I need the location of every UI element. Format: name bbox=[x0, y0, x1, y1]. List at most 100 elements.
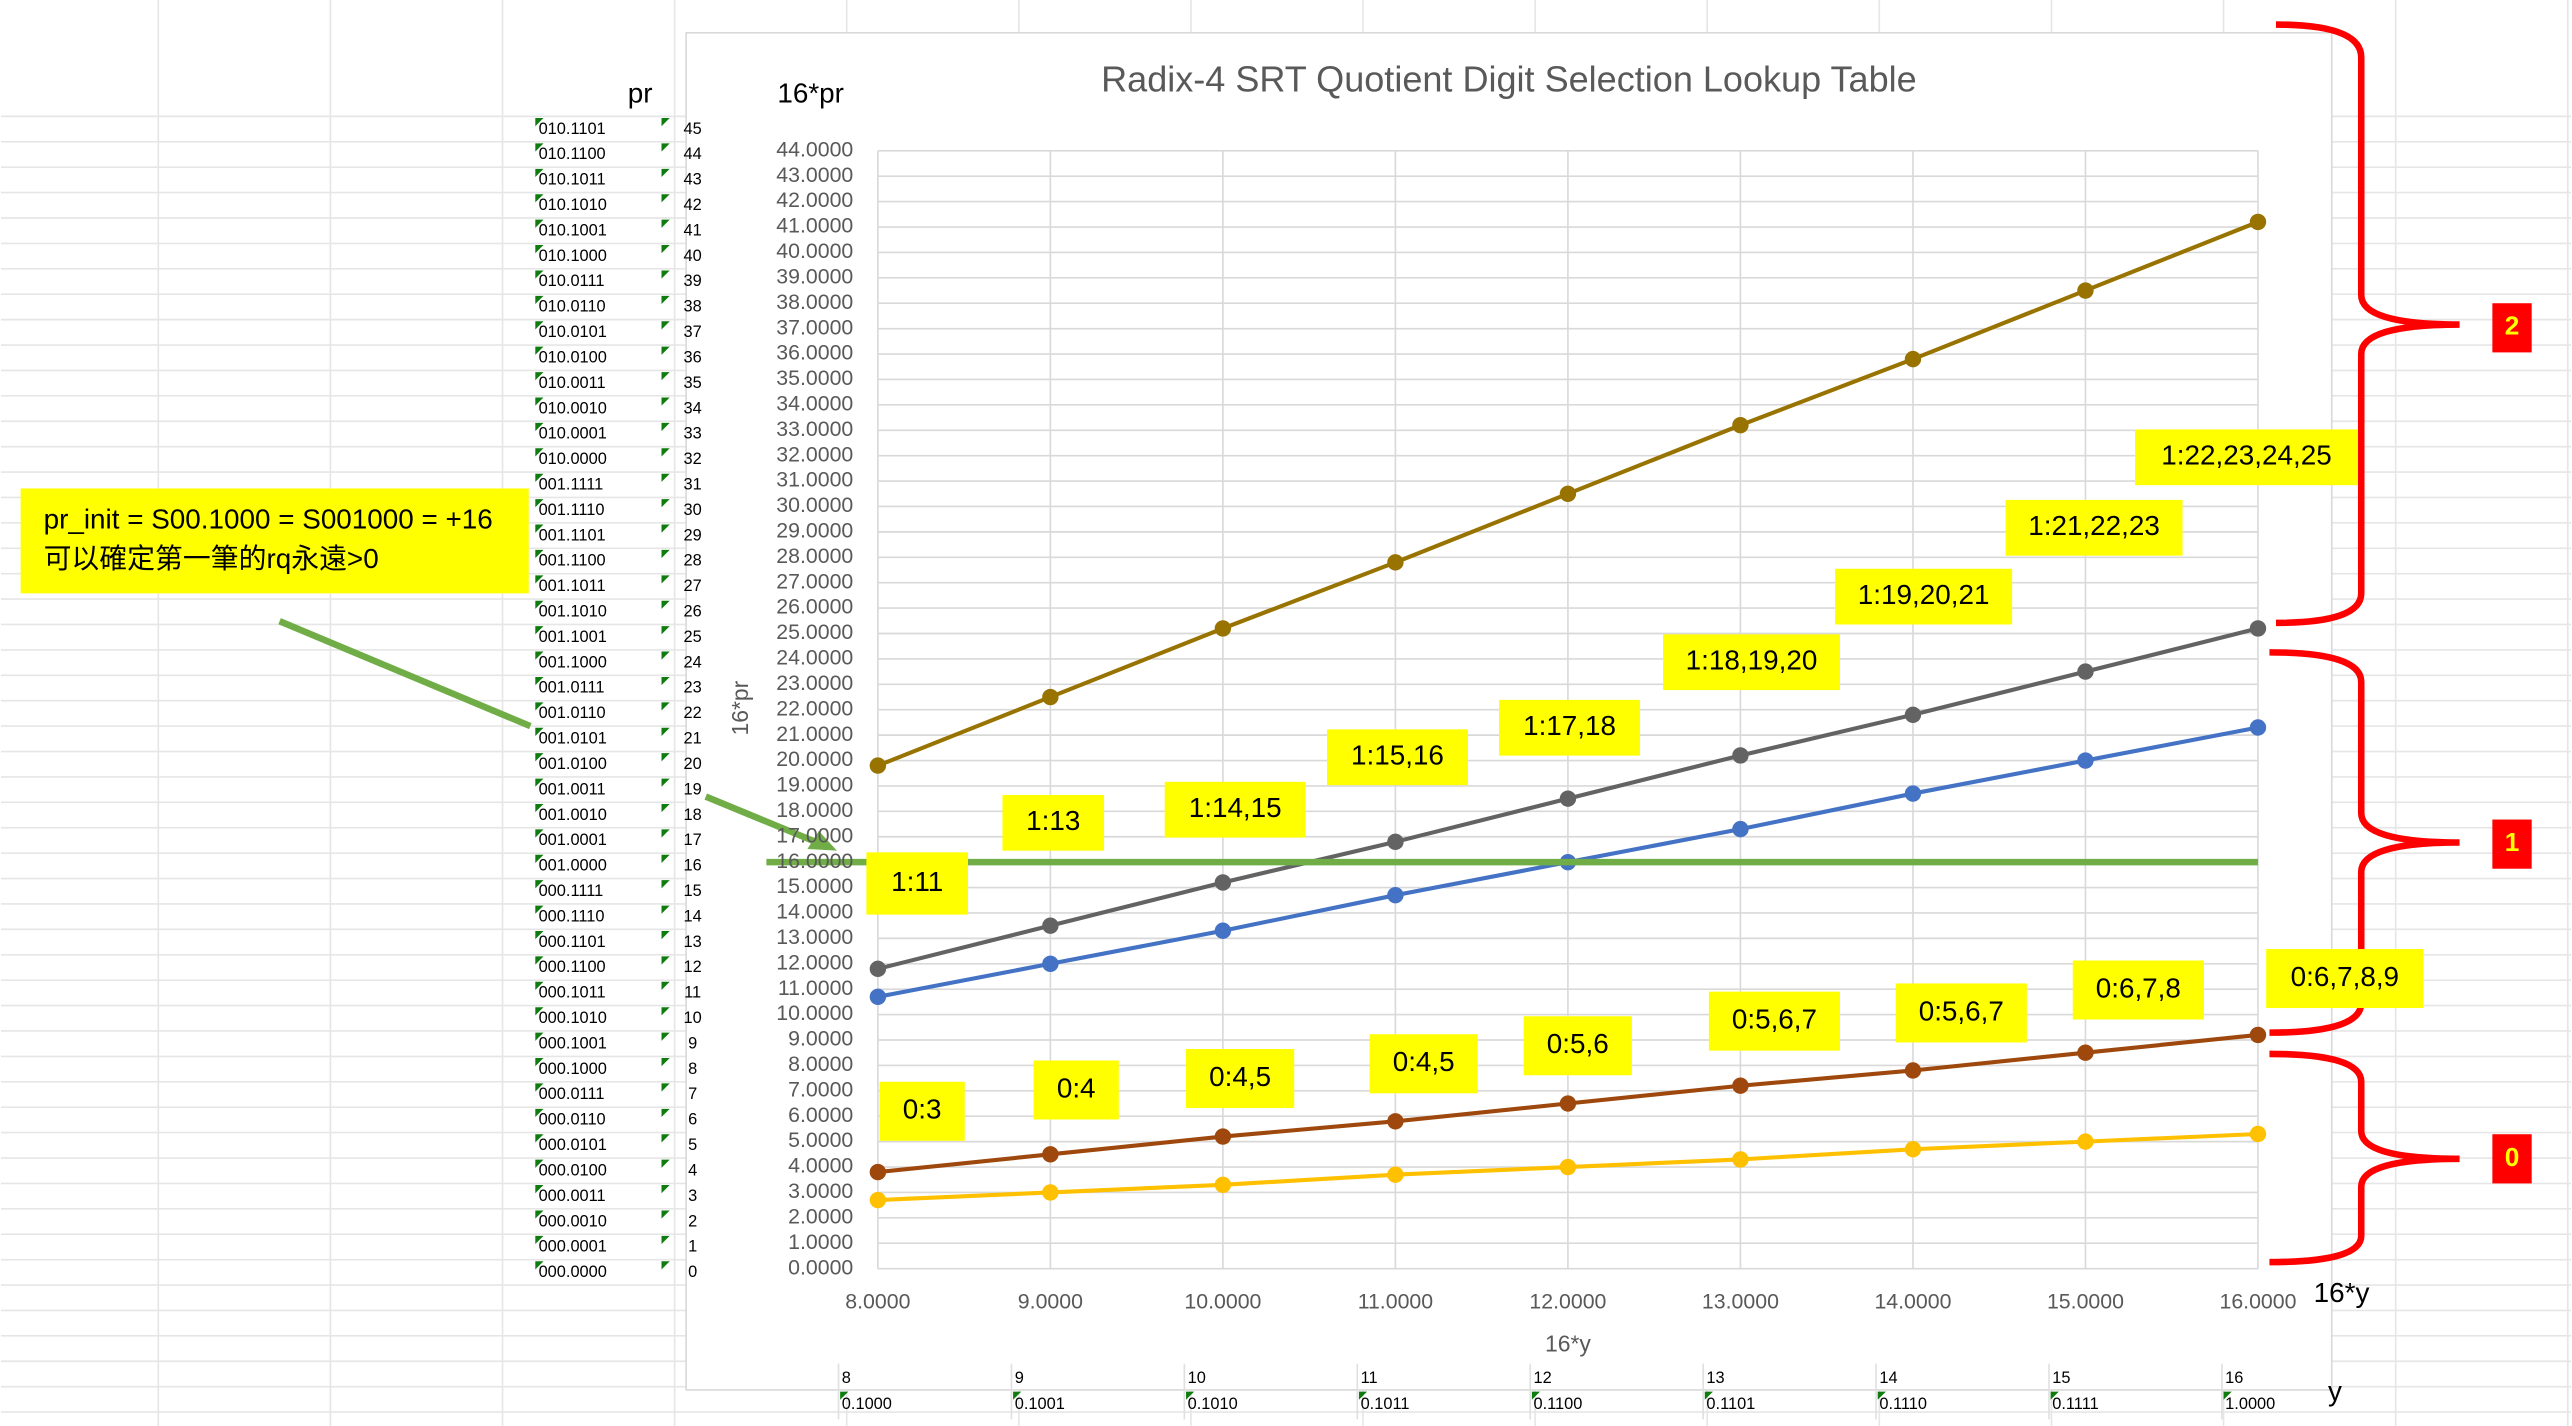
cell-bin: 000.1001 bbox=[539, 1034, 607, 1052]
annotation: 1:14,15 bbox=[1189, 792, 1282, 823]
cell-num: 33 bbox=[684, 425, 702, 443]
annotation: 0:5,6,7 bbox=[1919, 995, 2004, 1026]
cell-bin: 000.0001 bbox=[539, 1238, 607, 1256]
point bbox=[1904, 1062, 1922, 1079]
note-line: pr_init = S00.1000 = S001000 = +16 bbox=[44, 504, 493, 535]
cell-flag bbox=[1877, 1391, 1886, 1400]
cell-flag bbox=[661, 727, 670, 736]
cell-flag bbox=[535, 1083, 544, 1092]
cell-flag bbox=[661, 981, 670, 991]
cell-flag bbox=[661, 575, 670, 584]
cell-flag bbox=[1531, 1391, 1541, 1400]
cell-flag bbox=[661, 1235, 670, 1245]
cell-num: 19 bbox=[684, 780, 702, 798]
annotation-box bbox=[1033, 1060, 1119, 1120]
y-tick-label: 41.0000 bbox=[776, 214, 853, 238]
cell-bin: 001.0000 bbox=[539, 857, 607, 875]
y-tick-label: 24.0000 bbox=[776, 646, 853, 670]
cell-flag bbox=[661, 1185, 670, 1194]
cell-num: 12 bbox=[1534, 1369, 1552, 1387]
cell-flag bbox=[661, 346, 670, 355]
x-tick-label: 16.0000 bbox=[2219, 1290, 2296, 1314]
point bbox=[1042, 955, 1059, 972]
cell-num: 14 bbox=[1879, 1369, 1897, 1387]
cell-flag bbox=[661, 118, 670, 127]
point bbox=[2249, 1026, 2267, 1044]
plot: 0.00001.00002.00003.00004.00005.00006.00… bbox=[776, 137, 2424, 1314]
cell-num: 11 bbox=[1361, 1369, 1378, 1387]
cell-bin: 000.1101 bbox=[539, 933, 606, 951]
annotation: 1:21,22,23 bbox=[2028, 510, 2160, 541]
cell-flag bbox=[661, 1032, 670, 1041]
cell-flag bbox=[661, 651, 670, 660]
point bbox=[869, 1191, 887, 1209]
cell-num: 11 bbox=[684, 984, 701, 1002]
annotation-box bbox=[2135, 429, 2358, 486]
x-tick-label: 13.0000 bbox=[1702, 1290, 1779, 1314]
point bbox=[1387, 1113, 1404, 1130]
cell-bin: 001.1011 bbox=[539, 577, 606, 595]
y-tick-label: 2.0000 bbox=[788, 1204, 853, 1228]
cell-flag bbox=[661, 626, 670, 635]
y-tick-label: 15.0000 bbox=[776, 874, 853, 898]
cell-bin: 010.0010 bbox=[539, 399, 607, 417]
cell-bin: 0.1101 bbox=[1706, 1395, 1755, 1413]
cell-num: 13 bbox=[684, 933, 702, 951]
y-tick-label: 11.0000 bbox=[778, 976, 854, 1000]
cell-num: 30 bbox=[684, 501, 702, 519]
cell-num: 45 bbox=[684, 120, 702, 138]
x-tick-label: 11.0000 bbox=[1358, 1290, 1434, 1314]
point bbox=[1559, 790, 1577, 807]
x-tick-label: 10.0000 bbox=[1184, 1290, 1261, 1314]
brace bbox=[2269, 1050, 2460, 1266]
cell-bin: 000.1010 bbox=[539, 1009, 607, 1027]
y-tick-label: 20.0000 bbox=[776, 747, 853, 771]
annotation-box bbox=[1164, 781, 1306, 838]
point bbox=[2077, 1044, 2094, 1061]
cell-bin: 010.0011 bbox=[539, 374, 606, 392]
x-tick-label: 15.0000 bbox=[2047, 1290, 2124, 1314]
cell-num: 32 bbox=[684, 450, 702, 468]
cell-bin: 001.1101 bbox=[539, 526, 606, 544]
cell-flag bbox=[661, 270, 670, 279]
cell-num: 6 bbox=[688, 1111, 697, 1129]
pr-header: pr bbox=[628, 77, 653, 108]
annotation: 0:4,5 bbox=[1209, 1061, 1271, 1092]
cell-bin: 000.1100 bbox=[539, 958, 606, 976]
cell-bin: 000.0010 bbox=[539, 1212, 607, 1230]
point bbox=[1732, 1077, 1749, 1094]
cell-bin: 0.1001 bbox=[1015, 1395, 1065, 1413]
point bbox=[869, 960, 887, 978]
annotation: 1:15,16 bbox=[1351, 740, 1444, 771]
point bbox=[869, 1163, 887, 1181]
point bbox=[2249, 213, 2267, 231]
point bbox=[1904, 785, 1922, 802]
brace-label-box bbox=[2492, 819, 2532, 869]
cell-num: 23 bbox=[684, 679, 702, 697]
annotation: 0:5,6 bbox=[1547, 1028, 1609, 1059]
cell-flag bbox=[661, 372, 670, 381]
cell-bin: 0.1010 bbox=[1188, 1395, 1238, 1413]
y-tick-label: 39.0000 bbox=[776, 264, 853, 288]
cell-num: 43 bbox=[684, 171, 702, 189]
y-axis-title: 16*pr bbox=[727, 680, 753, 735]
cell-flag bbox=[2050, 1391, 2059, 1400]
point bbox=[2249, 620, 2267, 637]
cell-flag bbox=[661, 397, 670, 406]
cell-bin: 001.1010 bbox=[539, 603, 607, 621]
cell-num: 15 bbox=[684, 882, 702, 900]
cell-num: 41 bbox=[684, 221, 702, 239]
cell-num: 7 bbox=[688, 1085, 697, 1103]
y16-header: 16*y bbox=[2314, 1277, 2370, 1308]
cell-flag bbox=[661, 600, 670, 609]
cell-bin: 001.1000 bbox=[539, 653, 607, 671]
cell-bin: 000.0000 bbox=[539, 1263, 607, 1281]
cell-flag bbox=[661, 143, 670, 152]
cell-flag bbox=[840, 1391, 849, 1400]
annotation: 1:22,23,24,25 bbox=[2161, 440, 2331, 471]
y-tick-label: 19.0000 bbox=[776, 773, 853, 797]
cell-flag bbox=[661, 753, 670, 762]
annotation: 1:18,19,20 bbox=[1686, 645, 1818, 676]
cell-bin: 000.0011 bbox=[539, 1187, 606, 1205]
chart-title: Radix-4 SRT Quotient Digit Selection Loo… bbox=[1101, 58, 1917, 99]
